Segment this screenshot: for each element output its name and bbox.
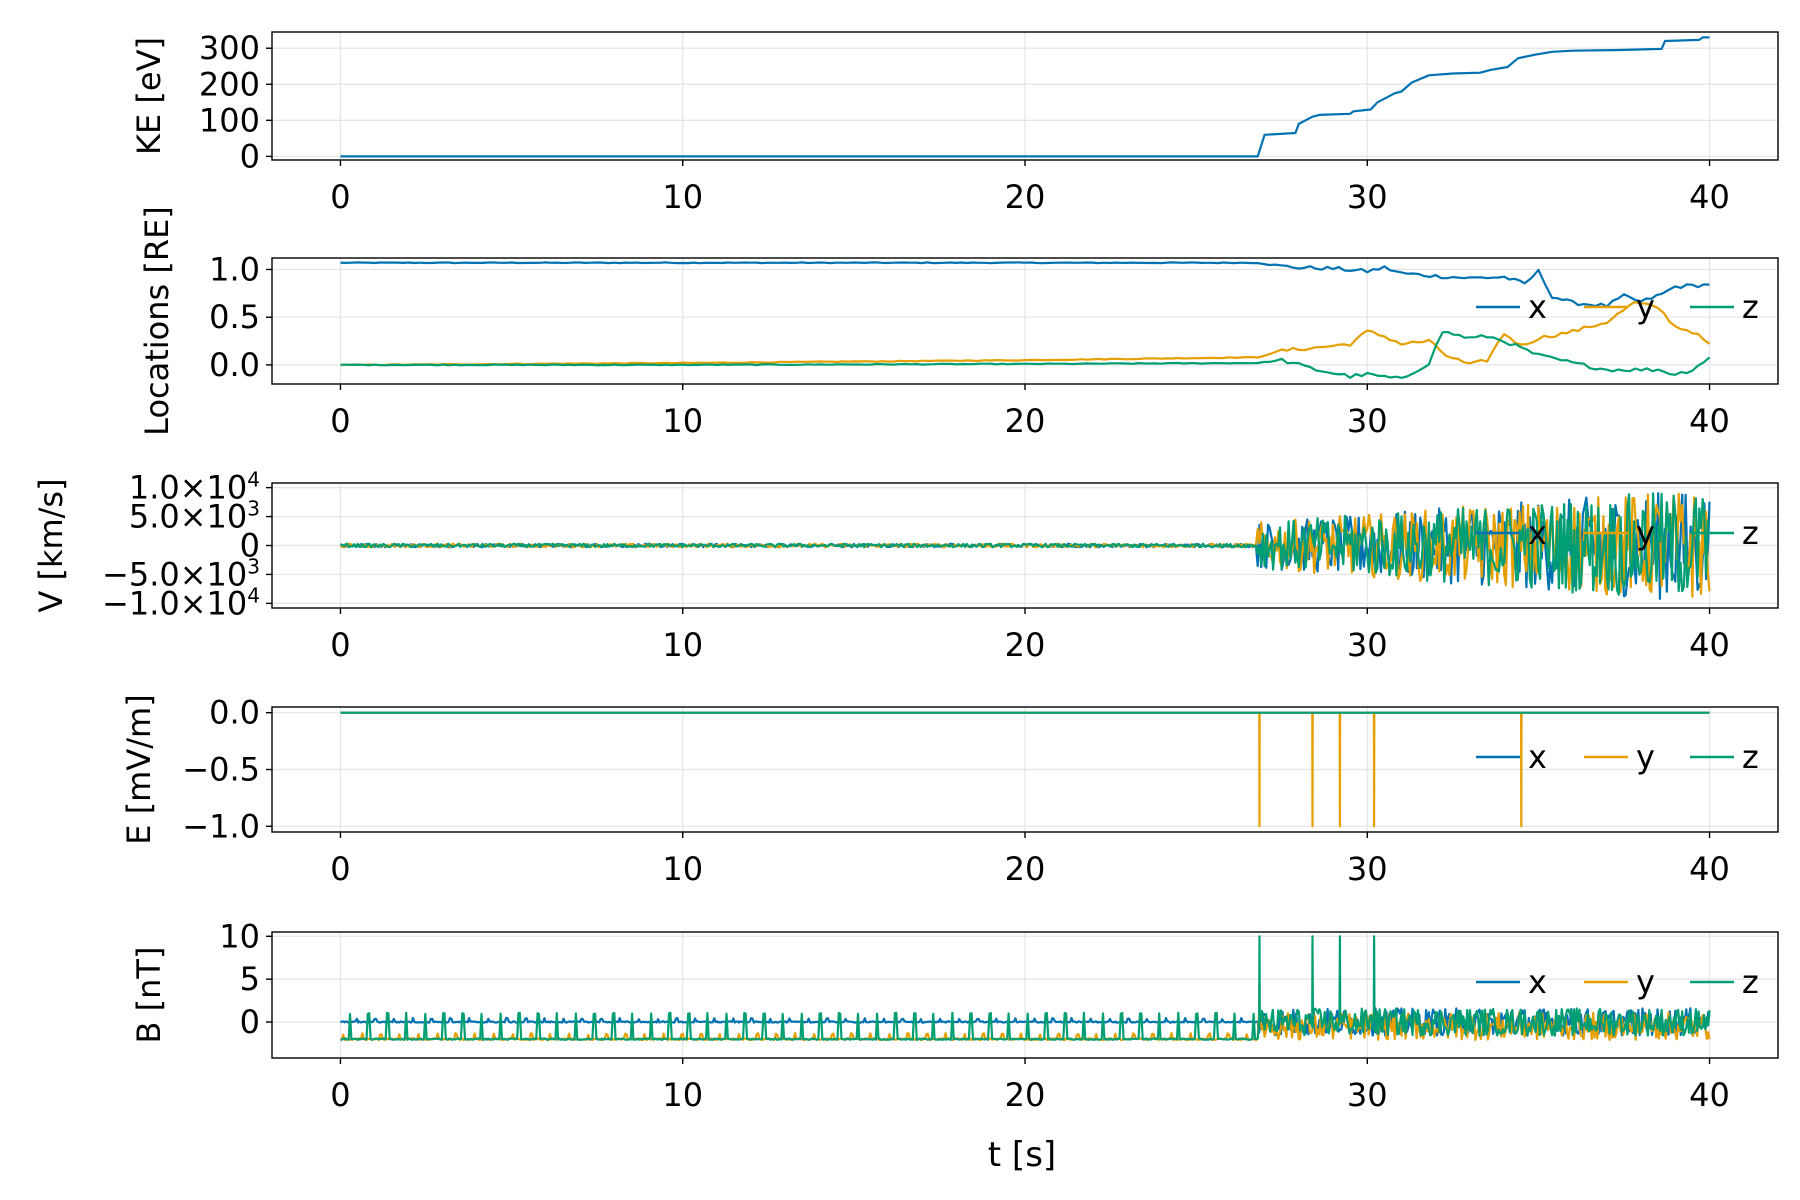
- y-tick-label: 300: [199, 29, 260, 67]
- series-line-KE: [340, 36, 1710, 158]
- legend: x y z: [1476, 738, 1759, 776]
- series-line-z: [340, 330, 1711, 379]
- x-tick-label: 20: [1005, 1076, 1046, 1114]
- y-tick-label: 0: [240, 1003, 260, 1041]
- legend-label-x: x: [1528, 514, 1547, 552]
- panel-velocity: 0 10 20 30 40−1.0×104−5.0×10305.0×1031.0×104…: [32, 468, 1779, 664]
- y-tick-label: −5.0×103: [102, 554, 260, 593]
- legend-label-z: z: [1742, 738, 1759, 776]
- legend-label-y: y: [1636, 288, 1655, 326]
- legend-label-y: y: [1636, 738, 1655, 776]
- x-tick-label: 0: [330, 626, 350, 664]
- x-tick-label: 10: [662, 850, 703, 888]
- y-tick-label: −0.5: [182, 751, 260, 789]
- x-tick-label: 20: [1005, 402, 1046, 440]
- x-tick-label: 10: [662, 626, 703, 664]
- y-tick-label-base: 1.0×10: [129, 469, 247, 507]
- plot-area: [340, 261, 1711, 379]
- y-tick-label: 10: [219, 917, 260, 955]
- legend-label-x: x: [1528, 963, 1547, 1001]
- x-tick-label: 0: [330, 178, 350, 216]
- y-tick-label: 0: [240, 137, 260, 175]
- y-tick-label-base: −1.0×10: [102, 584, 247, 622]
- y-tick-label: 200: [199, 65, 260, 103]
- legend: x y z: [1476, 514, 1759, 552]
- y-tick-label: 1.0×104: [129, 468, 260, 507]
- spike-0: [1258, 935, 1261, 1023]
- y-tick-label: −1.0: [182, 807, 260, 845]
- plot-area: [339, 935, 1711, 1042]
- plot-area: [340, 36, 1710, 158]
- legend: x y z: [1476, 288, 1759, 326]
- series-line-y: [340, 301, 1711, 367]
- y-tick-label: 0.0: [209, 694, 260, 732]
- y-tick-label: 0: [240, 527, 260, 565]
- x-tick-label: 30: [1347, 178, 1388, 216]
- plot-area: [340, 711, 1710, 828]
- y-axis-label: Locations [RE]: [138, 206, 176, 436]
- x-tick-label: 20: [1005, 178, 1046, 216]
- legend-label-z: z: [1742, 288, 1759, 326]
- x-tick-label: 40: [1689, 402, 1730, 440]
- legend-label-y: y: [1636, 514, 1655, 552]
- series-line-x: [340, 261, 1710, 308]
- y-tick-label: −1.0×104: [102, 583, 260, 622]
- y-tick-label-exponent: 3: [247, 554, 260, 578]
- x-tick-label: 20: [1005, 626, 1046, 664]
- panel-bfield: 0 10 20 30 40 0 5 10 B [nT] x y z: [130, 917, 1779, 1114]
- x-tick-label: 0: [330, 850, 350, 888]
- panel-efield: 0 10 20 30 40 −1.0 −0.5 0.0 E [mV/m] x y z: [120, 694, 1779, 888]
- x-tick-label: 40: [1689, 850, 1730, 888]
- y-axis-label: KE [eV]: [130, 37, 168, 155]
- spike-3: [1372, 935, 1376, 1023]
- spike-2: [1338, 935, 1342, 1023]
- series-line-y: [340, 711, 1710, 828]
- series-line-z: [339, 492, 1710, 596]
- x-tick-label: 40: [1689, 626, 1730, 664]
- plot-area: [339, 492, 1711, 600]
- y-tick-label-exponent: 3: [247, 497, 260, 521]
- x-tick-label: 10: [662, 402, 703, 440]
- x-tick-label: 30: [1347, 850, 1388, 888]
- x-tick-label: 30: [1347, 626, 1388, 664]
- legend-label-y: y: [1636, 963, 1655, 1001]
- x-tick-label: 20: [1005, 850, 1046, 888]
- y-tick-label-base: −5.0×10: [102, 555, 247, 593]
- y-tick-label: 0.0: [209, 346, 260, 384]
- legend-label-z: z: [1742, 963, 1759, 1001]
- y-tick-label-base: 0: [240, 527, 260, 565]
- y-tick-label: 5: [240, 960, 260, 998]
- y-axis-label: B [nT]: [130, 947, 168, 1044]
- x-tick-label: 0: [330, 402, 350, 440]
- y-tick-label: 0.5: [209, 298, 260, 336]
- y-axis-label: E [mV/m]: [120, 694, 158, 844]
- legend-label-z: z: [1742, 514, 1759, 552]
- y-tick-label: 5.0×103: [129, 497, 260, 536]
- y-tick-label: 100: [199, 101, 260, 139]
- y-tick-label-base: 5.0×10: [129, 498, 247, 536]
- y-axis-label: V [km/s]: [32, 478, 70, 612]
- y-tick-label: 1.0: [209, 250, 260, 288]
- spike-1: [1311, 935, 1314, 1023]
- x-tick-label: 30: [1347, 402, 1388, 440]
- y-tick-label-exponent: 4: [247, 468, 260, 492]
- series-line-z: [340, 1007, 1711, 1041]
- legend: x y z: [1476, 963, 1759, 1001]
- x-tick-label: 0: [330, 1076, 350, 1114]
- y-tick-label-exponent: 4: [247, 583, 260, 607]
- x-axis-label: t [s]: [988, 1135, 1056, 1175]
- x-tick-label: 10: [662, 1076, 703, 1114]
- legend-label-x: x: [1528, 738, 1547, 776]
- x-tick-label: 40: [1689, 1076, 1730, 1114]
- x-tick-label: 10: [662, 178, 703, 216]
- x-tick-label: 40: [1689, 178, 1730, 216]
- x-tick-label: 30: [1347, 1076, 1388, 1114]
- panel-locations: 0 10 20 30 40 0.0 0.5 1.0 Locations [RE] x y z: [138, 206, 1779, 440]
- legend-label-x: x: [1528, 288, 1547, 326]
